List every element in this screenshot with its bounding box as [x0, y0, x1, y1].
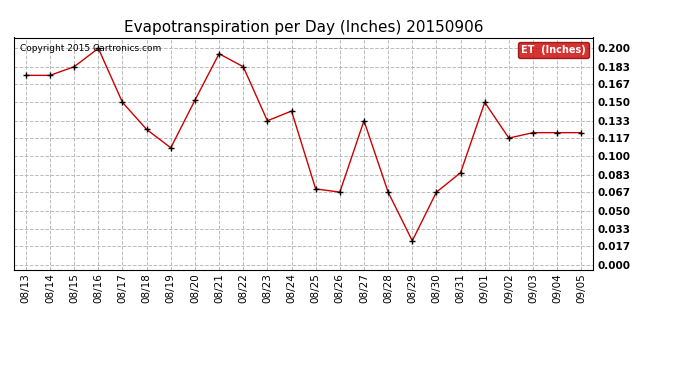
Legend: ET  (Inches): ET (Inches) [518, 42, 589, 58]
Title: Evapotranspiration per Day (Inches) 20150906: Evapotranspiration per Day (Inches) 2015… [124, 20, 484, 35]
Text: Copyright 2015 Cartronics.com: Copyright 2015 Cartronics.com [19, 45, 161, 54]
